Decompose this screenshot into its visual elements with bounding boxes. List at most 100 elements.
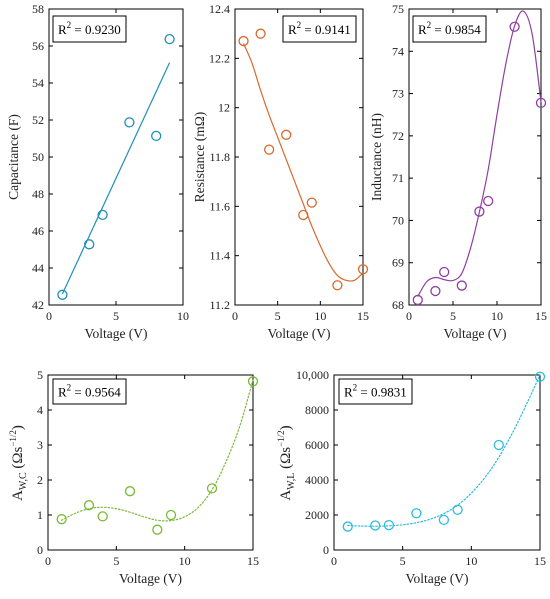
data-point (298, 209, 309, 221)
y-tick-label: 1 (37, 508, 43, 522)
y-tick-label: 12.2 (209, 51, 230, 65)
r2-box (282, 15, 357, 43)
y-tick-label: 69 (392, 256, 404, 270)
data-point (474, 206, 485, 217)
x-axis-title: Voltage (V) (119, 571, 182, 586)
y-tick-label: 74 (392, 44, 404, 58)
y-tick-label: 44 (32, 261, 44, 275)
data-point (438, 514, 450, 526)
x-tick-label: 15 (534, 554, 546, 568)
y-tick-label: 73 (392, 87, 404, 101)
data-point (430, 285, 441, 297)
x-axis-title: Voltage (V) (267, 326, 330, 341)
y-tick-label: 48 (32, 187, 44, 201)
plot-frame (48, 8, 184, 306)
chart-panel-5: 0 5 10 15 0 2000 4000 6000 8000 10,000 Voltage (V)… (276, 368, 546, 586)
y-tick-label: 12 (218, 101, 230, 115)
data-point (83, 500, 95, 511)
data-point (412, 294, 423, 306)
data-point (535, 97, 547, 109)
r2-label: R2 = 0.9854 (418, 20, 481, 37)
data-point (84, 239, 95, 250)
data-point (97, 511, 108, 522)
data-point (124, 486, 136, 497)
y-tick-label: 4 (37, 403, 43, 417)
y-axis-title: Inductance (nH) (369, 113, 384, 201)
x-tick-label: 10 (465, 554, 477, 568)
data-point (57, 289, 68, 300)
chart-panel-3: 0 5 10 15 68 69 70 71 72 73 74 75 Voltage (V) Inducta… (369, 2, 547, 341)
data-point (165, 509, 177, 521)
y-axis-title: AW,C (Ωs−1/2) (8, 425, 29, 501)
data-point (332, 280, 343, 291)
r2-label: R2 = 0.9564 (58, 383, 121, 400)
x-tick-label: 0 (45, 554, 51, 568)
data-point (97, 209, 108, 221)
y-tick-label: 46 (32, 224, 44, 238)
data-point (164, 34, 175, 45)
plot-frame (408, 8, 542, 306)
y-tick-label: 11.2 (209, 298, 230, 312)
data-point (263, 144, 275, 155)
y-tick-label: 10,000 (296, 368, 329, 382)
y-tick-label: 8000 (305, 403, 329, 417)
y-tick-label: 0 (37, 543, 43, 557)
y-tick-label: 42 (32, 298, 44, 312)
data-point (456, 280, 467, 291)
y-tick-label: 11.6 (209, 199, 230, 213)
fit-curve (242, 43, 364, 282)
y-axis-title: AW,L (Ωs−1/2) (276, 425, 297, 500)
data-point (152, 524, 163, 535)
data-point (383, 520, 395, 531)
y-tick-label: 0 (323, 543, 329, 557)
x-tick-label: 5 (113, 554, 119, 568)
y-tick-label: 68 (392, 298, 404, 312)
y-axis-title: Capacitance (F) (6, 114, 21, 200)
x-tick-label: 15 (535, 309, 547, 323)
data-point (483, 195, 494, 207)
r2-label: R2 = 0.9230 (58, 20, 121, 37)
data-point (509, 21, 520, 32)
data-point (411, 508, 422, 519)
y-tick-label: 75 (392, 2, 404, 16)
r2-box (52, 378, 127, 405)
r2-box (412, 15, 487, 43)
data-point (370, 520, 381, 531)
r2-label: R2 = 0.9831 (344, 383, 407, 400)
y-tick-label: 11.4 (209, 249, 230, 263)
data-point (124, 117, 135, 128)
y-tick-label: 2 (37, 473, 43, 487)
data-point (56, 514, 67, 525)
y-tick-label: 71 (392, 171, 404, 185)
data-point (206, 483, 218, 494)
x-axis-title: Voltage (V) (443, 326, 506, 341)
y-tick-label: 2000 (305, 508, 329, 522)
y-tick-label: 5 (37, 368, 43, 382)
r2-box (52, 15, 127, 43)
y-tick-label: 72 (392, 129, 404, 143)
x-tick-label: 0 (406, 309, 412, 323)
x-tick-label: 10 (179, 554, 191, 568)
y-tick-label: 70 (392, 213, 404, 227)
x-tick-label: 10 (491, 309, 503, 323)
data-point (342, 521, 353, 532)
data-point (247, 376, 259, 387)
x-axis-title: Voltage (V) (84, 326, 147, 341)
y-tick-label: 52 (32, 113, 44, 127)
y-tick-label: 4000 (305, 473, 329, 487)
chart-panel-1: 0 5 10 42 44 46 48 50 52 54 56 58 Voltage (V) Capacit… (6, 2, 189, 341)
data-point (357, 264, 369, 275)
y-tick-label: 56 (32, 39, 44, 53)
plot-frame (333, 374, 541, 551)
x-tick-label: 0 (46, 309, 52, 323)
data-point (439, 266, 450, 278)
fit-curve (61, 379, 254, 522)
data-point (151, 130, 162, 142)
x-tick-label: 10 (314, 309, 326, 323)
x-tick-label: 15 (247, 554, 259, 568)
y-axis-title: Resistance (mΩ) (192, 112, 207, 203)
x-tick-label: 5 (275, 309, 281, 323)
y-tick-label: 3 (37, 438, 43, 452)
